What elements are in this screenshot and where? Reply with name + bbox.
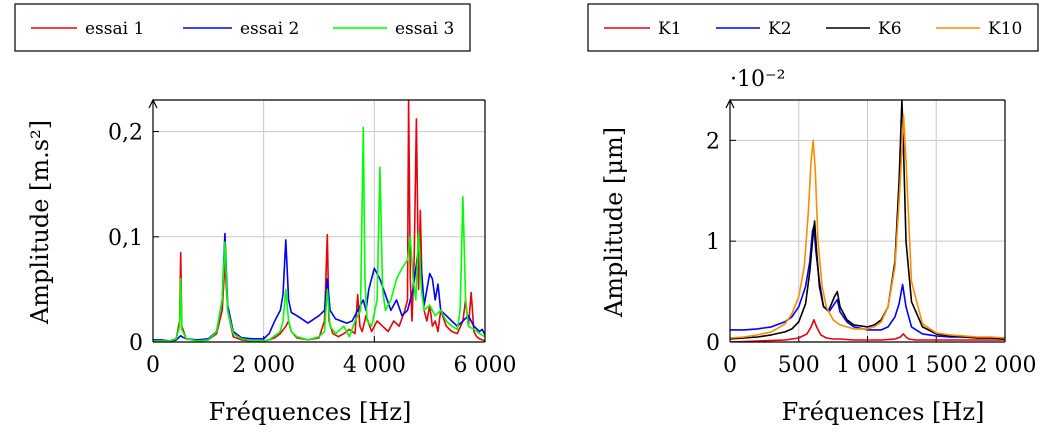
x-tick-label: 2 000 <box>974 353 1037 378</box>
legend: K1 K2 K6 K10 <box>604 19 1022 39</box>
chart-displacement: K1 K2 K6 K10 0 500 1 000 1 500 2 000 012 ·10⁻² … <box>587 3 1039 426</box>
y-axis-label: Amplitude [m.s²] <box>26 120 54 325</box>
axes <box>148 98 486 343</box>
x-tick-label: 2 000 <box>232 353 295 378</box>
legend-item: K10 <box>936 19 1022 39</box>
y-axis-label: Amplitude [μm] <box>600 127 628 318</box>
legend-label: K2 <box>768 19 792 39</box>
series-line-k1 <box>730 318 1005 342</box>
legend-item: K2 <box>716 19 792 39</box>
x-tick-label: 4 000 <box>343 353 406 378</box>
series-line-k6 <box>730 99 1005 340</box>
plot-area <box>153 99 485 342</box>
y-tick-labels: 0 0,1 0,2 <box>108 121 143 356</box>
legend-label: K6 <box>878 19 902 39</box>
series-line-essai-1 <box>153 99 485 342</box>
legend-item: essai 1 <box>31 19 144 39</box>
x-tick-label: 6 000 <box>454 353 517 378</box>
x-tick-label: 1 000 <box>836 353 899 378</box>
legend-item: K6 <box>826 19 902 39</box>
legend-label: K1 <box>658 19 682 39</box>
x-tick-label: 500 <box>778 353 820 378</box>
legend-label: essai 3 <box>395 19 454 39</box>
legend-box <box>587 3 1039 52</box>
x-axis-label: Fréquences [Hz] <box>209 398 412 426</box>
y-tick-label: 0,2 <box>108 121 143 146</box>
series-line-k2 <box>730 225 1005 339</box>
x-tick-labels: 0 2 000 4 000 6 000 <box>146 353 516 378</box>
legend-label: essai 1 <box>85 19 144 39</box>
x-tick-label: 1 500 <box>905 353 968 378</box>
legend-label: K10 <box>988 19 1022 39</box>
series-line-k10 <box>730 114 1005 339</box>
series-line-essai-2 <box>153 232 485 342</box>
chart-acceleration: essai 1 essai 2 essai 3 0 2 000 4 000 6 000 0… <box>14 3 516 426</box>
y-tick-label: 1 <box>706 230 720 255</box>
y-tick-label: 0 <box>706 331 720 356</box>
x-axis-label: Fréquences [Hz] <box>782 398 985 426</box>
y-tick-label: 2 <box>706 129 720 154</box>
legend-item: essai 3 <box>333 19 454 39</box>
legend-item: essai 2 <box>183 19 299 39</box>
x-tick-label: 0 <box>146 353 160 378</box>
y-tick-label: 0 <box>129 331 143 356</box>
legend-item: K1 <box>604 19 682 39</box>
grid <box>729 100 1006 343</box>
legend-box <box>14 3 471 52</box>
y-axis-multiplier: ·10⁻² <box>730 67 785 92</box>
y-tick-labels: 0 1 2 <box>706 129 720 356</box>
x-tick-label: 0 <box>723 353 737 378</box>
series-line-essai-3 <box>153 126 485 342</box>
axes <box>725 98 1006 343</box>
legend-label: essai 2 <box>240 19 299 39</box>
y-tick-label: 0,1 <box>108 226 143 251</box>
legend: essai 1 essai 2 essai 3 <box>31 19 454 39</box>
x-tick-labels: 0 500 1 000 1 500 2 000 <box>723 353 1036 378</box>
grid <box>152 100 486 343</box>
plot-area <box>730 99 1005 342</box>
